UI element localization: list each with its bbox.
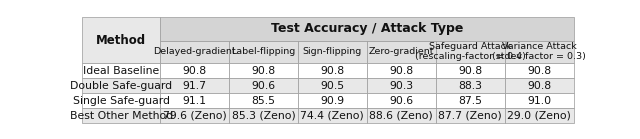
Bar [160,17,573,41]
Bar [160,108,229,123]
Text: Single Safe-guard: Single Safe-guard [73,96,170,106]
Text: 88.3: 88.3 [458,81,482,91]
Bar [229,93,298,108]
Bar [436,93,504,108]
Text: 91.7: 91.7 [182,81,207,91]
Bar [229,108,298,123]
Bar [83,108,160,123]
Text: 91.1: 91.1 [182,96,207,106]
Text: Double Safe-guard: Double Safe-guard [70,81,172,91]
Text: Test Accuracy / Attack Type: Test Accuracy / Attack Type [271,22,463,35]
Text: Label-flipping: Label-flipping [231,47,296,56]
Bar [367,41,436,63]
Bar [436,108,504,123]
Text: Best Other Method: Best Other Method [70,111,173,121]
Text: 87.7 (Zeno): 87.7 (Zeno) [438,111,502,121]
Text: 29.0 (Zeno): 29.0 (Zeno) [507,111,571,121]
Text: Zero-gradient: Zero-gradient [369,47,434,56]
Bar [504,41,573,63]
Bar [504,93,573,108]
Bar [367,78,436,93]
Bar [298,63,367,78]
Text: 90.8: 90.8 [527,66,551,76]
Bar [367,93,436,108]
Text: 90.8: 90.8 [182,66,207,76]
Text: 90.6: 90.6 [389,96,413,106]
Text: 85.3 (Zeno): 85.3 (Zeno) [232,111,295,121]
Text: 90.8: 90.8 [458,66,482,76]
Text: Safeguard Attack
(rescaling-factor = 0.4): Safeguard Attack (rescaling-factor = 0.4… [415,42,525,61]
Bar [83,63,160,78]
Bar [229,63,298,78]
Text: 90.8: 90.8 [389,66,413,76]
Bar [298,108,367,123]
Bar [504,108,573,123]
Bar [436,78,504,93]
Bar [367,63,436,78]
Text: Sign-flipping: Sign-flipping [303,47,362,56]
Text: 87.5: 87.5 [458,96,482,106]
Text: 74.4 (Zeno): 74.4 (Zeno) [300,111,364,121]
Bar [160,78,229,93]
Bar [298,93,367,108]
Bar [367,108,436,123]
Bar [83,93,160,108]
Text: 90.9: 90.9 [320,96,344,106]
Text: 79.6 (Zeno): 79.6 (Zeno) [163,111,227,121]
Bar [83,78,160,93]
Text: 88.6 (Zeno): 88.6 (Zeno) [369,111,433,121]
Bar [229,78,298,93]
Text: 85.5: 85.5 [252,96,275,106]
Text: Delayed-gradient: Delayed-gradient [153,47,236,56]
Text: 90.8: 90.8 [320,66,344,76]
Text: 90.3: 90.3 [389,81,413,91]
Bar [436,63,504,78]
Bar [298,41,367,63]
Bar [83,17,160,63]
Text: Variance Attack
(stdev factor = 0.3): Variance Attack (stdev factor = 0.3) [492,42,586,61]
Bar [160,41,229,63]
Bar [298,78,367,93]
Bar [436,41,504,63]
Text: 90.6: 90.6 [252,81,275,91]
Bar [504,63,573,78]
Text: 90.5: 90.5 [320,81,344,91]
Text: 90.8: 90.8 [527,81,551,91]
Bar [160,93,229,108]
Text: Ideal Baseline: Ideal Baseline [83,66,159,76]
Bar [229,41,298,63]
Bar [160,63,229,78]
Text: 90.8: 90.8 [252,66,275,76]
Bar [504,78,573,93]
Text: Method: Method [96,34,147,47]
Text: 91.0: 91.0 [527,96,551,106]
